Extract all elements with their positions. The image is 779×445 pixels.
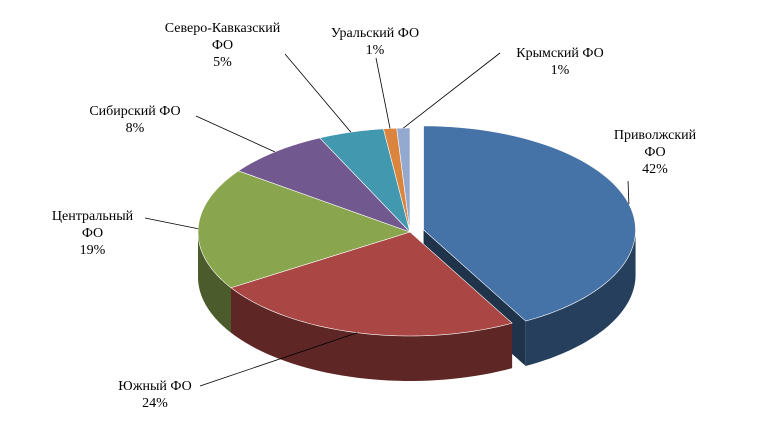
data-label: Сибирский ФО 8% <box>70 103 200 137</box>
slice-value: 8% <box>125 121 145 136</box>
slice-side <box>198 232 232 333</box>
slice <box>383 127 411 233</box>
slice-value: 24% <box>142 396 168 411</box>
slice-name: Крымский ФО <box>516 46 604 61</box>
data-label: Северо-Кавказский ФО 5% <box>160 20 285 71</box>
slice-name: Приволжский ФО <box>613 128 697 160</box>
slice-value: 1% <box>365 43 385 58</box>
slice-value: 19% <box>79 243 106 258</box>
leader-line <box>284 53 352 133</box>
slice-side <box>525 229 636 367</box>
slice-name: Северо-Кавказский ФО <box>164 21 281 53</box>
data-label: Уральский ФО 1% <box>315 25 435 59</box>
slice <box>237 137 411 233</box>
data-label: Крымский ФО 1% <box>500 45 620 79</box>
slice-name: Южный ФО <box>118 379 192 394</box>
leader-line <box>627 180 630 205</box>
leader-line <box>375 57 391 129</box>
slice <box>197 170 411 289</box>
slice-value: 1% <box>550 63 570 78</box>
data-label: Центральный ФО 19% <box>40 208 145 259</box>
slice <box>230 231 513 337</box>
leader-line <box>199 332 358 387</box>
slice-name: Центральный ФО <box>51 209 134 241</box>
data-label: Южный ФО 24% <box>100 378 210 412</box>
leader-line <box>403 52 501 129</box>
leader-line <box>144 217 199 230</box>
leader-line <box>195 115 276 153</box>
pie-tops <box>197 125 636 337</box>
slice-value: 42% <box>642 162 668 177</box>
slice-name: Уральский ФО <box>330 26 420 41</box>
data-label: Приволжский ФО 42% <box>605 127 705 178</box>
slice-value: 5% <box>213 55 232 70</box>
slice-name: Сибирский ФО <box>89 104 181 119</box>
